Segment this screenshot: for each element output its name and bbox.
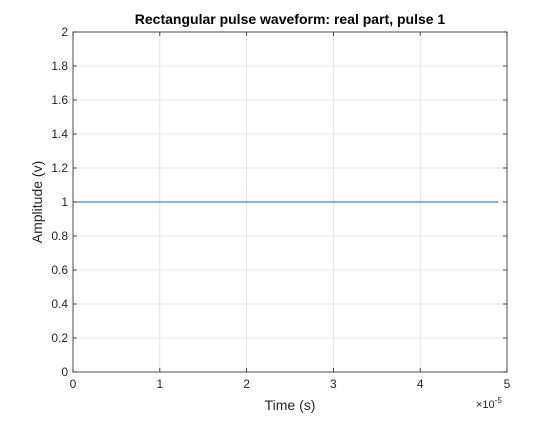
y-tick-label: 1.8 [51,59,68,73]
y-tick-label: 0.6 [51,263,68,277]
x-tick-label: 4 [417,377,424,391]
y-tick-label: 1 [61,195,68,209]
x-tick-label: 3 [330,377,337,391]
x-exponent-base: ×10 [476,399,495,411]
y-tick-label: 1.2 [51,161,68,175]
x-axis-label: Time (s) [265,397,316,413]
y-tick-label: 1.6 [51,93,68,107]
y-tick-label: 0.8 [51,229,68,243]
y-tick-label: 2 [61,25,68,39]
x-tick-label: 0 [70,377,77,391]
x-tick-label: 5 [504,377,511,391]
x-exponent-power: -5 [495,396,503,405]
x-exponent-label: ×10-5 [476,396,502,411]
y-tick-label: 0 [61,365,68,379]
x-tick-label: 1 [156,377,163,391]
y-axis-label: Amplitude (v) [29,161,45,243]
ticks [72,31,508,373]
x-tick-label: 2 [243,377,250,391]
y-tick-label: 1.4 [51,127,68,141]
y-tick-label: 0.2 [51,331,68,345]
tick-labels: 0 1 2 3 4 5 0 0.2 0.4 0.6 0.8 1 1.2 1.4 1.6 1.8 2 [51,25,510,391]
y-tick-label: 0.4 [51,297,68,311]
chart-title: Rectangular pulse waveform: real part, p… [135,11,446,27]
grid [72,31,508,373]
